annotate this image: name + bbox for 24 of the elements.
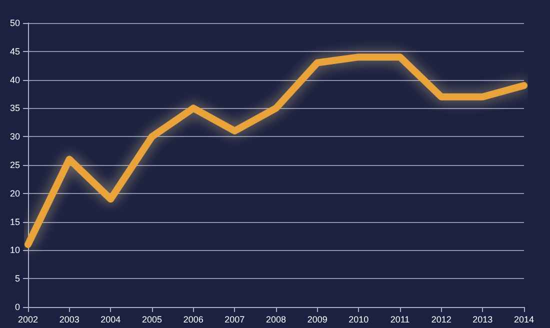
x-tick-label: 2010: [348, 314, 369, 324]
y-tick-label: 40: [10, 74, 20, 85]
y-tick-label: 10: [10, 245, 20, 256]
y-tick-label: 5: [14, 274, 20, 284]
x-tick-label: 2009: [307, 314, 328, 324]
x-tick-label: 2012: [431, 314, 452, 324]
x-tick-label: 2014: [514, 314, 534, 324]
y-tick-label: 20: [10, 188, 20, 198]
y-tick-label: 35: [10, 103, 20, 114]
x-tick-label: 2002: [18, 314, 38, 324]
y-tick-label: 15: [10, 216, 20, 227]
x-tick-label: 2011: [390, 314, 410, 324]
y-tick-label: 50: [10, 18, 20, 28]
y-tick-label: 45: [10, 46, 20, 56]
y-tick-label: 0: [14, 302, 20, 312]
y-tick-label: 25: [10, 160, 20, 170]
x-tick-label: 2003: [59, 314, 80, 324]
x-tick-label: 2013: [472, 314, 493, 324]
x-tick-label: 2007: [224, 314, 245, 324]
x-tick-label: 2004: [100, 314, 121, 324]
x-tick-label: 2005: [142, 314, 162, 324]
x-tick-label: 2008: [266, 314, 286, 324]
x-tick-label: 2006: [183, 314, 204, 324]
y-tick-label: 30: [10, 132, 20, 142]
